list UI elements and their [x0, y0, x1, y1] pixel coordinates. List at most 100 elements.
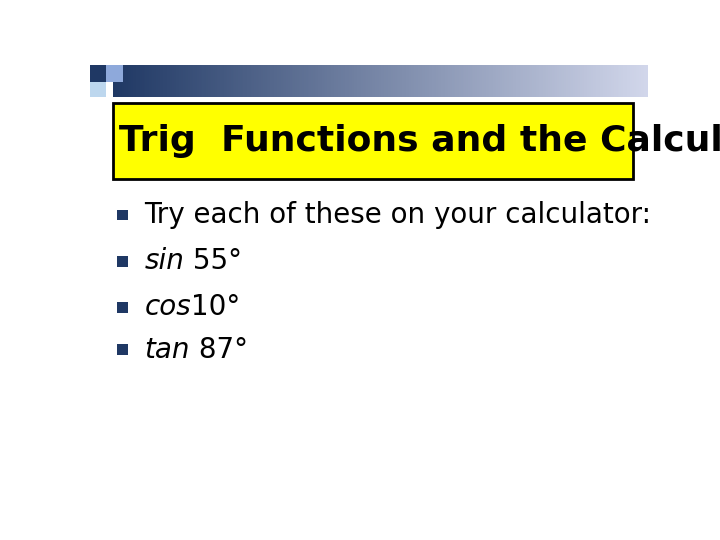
Bar: [113, 103, 632, 179]
Bar: [213, 65, 215, 97]
Bar: [304, 65, 306, 97]
Bar: [644, 65, 647, 97]
Bar: [525, 65, 527, 97]
Bar: [117, 65, 119, 97]
Bar: [364, 65, 366, 97]
Bar: [370, 65, 372, 97]
Bar: [133, 65, 135, 97]
Bar: [452, 65, 454, 97]
Bar: [405, 65, 408, 97]
Bar: [361, 65, 363, 97]
Bar: [500, 65, 502, 97]
Bar: [420, 65, 422, 97]
Bar: [531, 65, 532, 97]
Text: sin: sin: [144, 247, 184, 275]
Bar: [475, 65, 477, 97]
Bar: [225, 65, 228, 97]
Bar: [138, 65, 140, 97]
Bar: [539, 65, 541, 97]
Bar: [449, 65, 450, 97]
Bar: [106, 65, 122, 82]
Bar: [258, 65, 259, 97]
Bar: [454, 65, 456, 97]
Bar: [145, 65, 147, 97]
Bar: [491, 65, 493, 97]
Bar: [566, 65, 568, 97]
Bar: [479, 65, 480, 97]
Bar: [564, 65, 566, 97]
Bar: [561, 65, 562, 97]
Bar: [593, 65, 595, 97]
Bar: [252, 65, 254, 97]
Bar: [190, 65, 192, 97]
Bar: [510, 65, 513, 97]
Bar: [411, 65, 413, 97]
Bar: [302, 65, 304, 97]
Bar: [274, 65, 276, 97]
Bar: [254, 65, 256, 97]
Bar: [259, 65, 261, 97]
Bar: [204, 65, 206, 97]
Bar: [172, 65, 174, 97]
Bar: [90, 65, 106, 82]
Bar: [338, 65, 340, 97]
Bar: [289, 65, 292, 97]
Bar: [288, 65, 289, 97]
Bar: [317, 65, 318, 97]
Bar: [625, 65, 626, 97]
Bar: [585, 65, 588, 97]
Bar: [523, 65, 525, 97]
Bar: [242, 65, 243, 97]
Bar: [229, 65, 231, 97]
Bar: [142, 65, 143, 97]
Bar: [272, 65, 274, 97]
Bar: [550, 65, 552, 97]
Bar: [208, 65, 210, 97]
Text: Trig  Functions and the Calculator: Trig Functions and the Calculator: [120, 124, 720, 158]
Bar: [520, 65, 521, 97]
Bar: [397, 65, 398, 97]
Bar: [457, 65, 459, 97]
Bar: [381, 65, 382, 97]
Bar: [235, 65, 236, 97]
Bar: [276, 65, 277, 97]
Bar: [135, 65, 136, 97]
Bar: [143, 65, 145, 97]
Bar: [473, 65, 475, 97]
Bar: [215, 65, 217, 97]
Bar: [538, 65, 539, 97]
Bar: [306, 65, 307, 97]
Bar: [247, 65, 248, 97]
Bar: [243, 65, 245, 97]
Bar: [497, 65, 498, 97]
Bar: [641, 65, 643, 97]
Bar: [534, 65, 536, 97]
Bar: [647, 65, 648, 97]
Bar: [595, 65, 596, 97]
Bar: [197, 65, 199, 97]
Bar: [612, 65, 614, 97]
Bar: [480, 65, 482, 97]
Bar: [357, 65, 359, 97]
Bar: [154, 65, 156, 97]
Bar: [388, 65, 390, 97]
Bar: [313, 65, 315, 97]
Bar: [202, 65, 204, 97]
Bar: [374, 65, 375, 97]
Bar: [115, 65, 117, 97]
Bar: [131, 65, 133, 97]
Bar: [441, 65, 443, 97]
Bar: [176, 65, 177, 97]
Bar: [521, 65, 523, 97]
Bar: [217, 65, 218, 97]
Bar: [588, 65, 589, 97]
Bar: [408, 65, 409, 97]
Bar: [557, 65, 559, 97]
Bar: [279, 65, 281, 97]
Bar: [220, 65, 222, 97]
Bar: [286, 65, 288, 97]
Bar: [423, 65, 426, 97]
Bar: [348, 65, 351, 97]
Bar: [637, 65, 639, 97]
Bar: [591, 65, 593, 97]
